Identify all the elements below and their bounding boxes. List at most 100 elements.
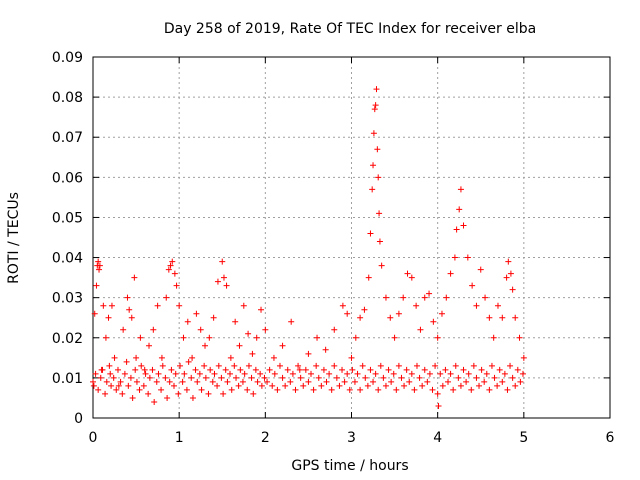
data-point-marker	[184, 318, 191, 325]
data-point-marker	[333, 374, 340, 381]
data-markers	[90, 86, 527, 409]
data-point-marker	[447, 270, 454, 277]
data-point-marker	[351, 378, 358, 385]
data-point-marker	[491, 374, 498, 381]
data-point-marker	[96, 266, 103, 273]
data-point-marker	[476, 382, 483, 389]
data-point-marker	[477, 266, 484, 273]
data-point-marker	[451, 254, 458, 261]
data-point-marker	[207, 366, 214, 373]
data-point-marker	[387, 314, 394, 321]
data-point-marker	[129, 394, 136, 401]
data-point-marker	[371, 106, 378, 113]
data-point-marker	[509, 374, 516, 381]
data-point-marker	[113, 386, 120, 393]
data-point-marker	[470, 362, 477, 369]
data-point-marker	[228, 386, 235, 393]
data-point-marker	[486, 386, 493, 393]
data-point-marker	[504, 386, 511, 393]
data-point-marker	[429, 386, 436, 393]
data-point-marker	[496, 366, 503, 373]
y-tick-label: 0.07	[52, 130, 83, 146]
data-point-marker	[258, 382, 265, 389]
data-point-marker	[150, 326, 157, 333]
data-point-marker	[261, 374, 268, 381]
data-point-marker	[279, 342, 286, 349]
y-tick-label: 0.06	[52, 170, 83, 186]
data-point-marker	[369, 186, 376, 193]
data-point-marker	[194, 378, 201, 385]
data-point-marker	[375, 174, 382, 181]
data-point-marker	[421, 366, 428, 373]
data-point-marker	[445, 378, 452, 385]
data-point-marker	[270, 354, 277, 361]
data-point-marker	[136, 386, 143, 393]
data-point-marker	[456, 206, 463, 213]
data-point-marker	[469, 282, 476, 289]
data-point-marker	[99, 366, 106, 373]
data-point-marker	[481, 378, 488, 385]
data-point-marker	[211, 370, 218, 377]
data-point-marker	[284, 366, 291, 373]
data-point-marker	[503, 274, 510, 281]
data-point-marker	[165, 266, 172, 273]
data-point-marker	[289, 370, 296, 377]
data-point-marker	[206, 334, 213, 341]
data-point-marker	[214, 278, 221, 285]
data-point-marker	[279, 374, 286, 381]
data-point-marker	[90, 382, 97, 389]
data-point-marker	[367, 230, 374, 237]
data-point-marker	[421, 294, 428, 301]
data-point-marker	[297, 374, 304, 381]
data-point-marker	[438, 310, 445, 317]
data-point-marker	[442, 366, 449, 373]
data-point-marker	[146, 374, 153, 381]
data-point-marker	[457, 382, 464, 389]
data-point-marker	[313, 362, 320, 369]
data-point-marker	[318, 382, 325, 389]
data-point-marker	[175, 390, 182, 397]
data-point-marker	[121, 370, 128, 377]
x-tick-label: 5	[519, 430, 528, 446]
data-point-marker	[331, 326, 338, 333]
data-point-marker	[443, 294, 450, 301]
data-point-marker	[119, 390, 126, 397]
data-point-marker	[432, 362, 439, 369]
data-point-marker	[501, 370, 508, 377]
data-point-marker	[110, 374, 117, 381]
data-point-marker	[218, 374, 225, 381]
data-point-marker	[395, 362, 402, 369]
data-point-marker	[219, 258, 226, 265]
data-point-marker	[406, 378, 413, 385]
data-point-marker	[452, 362, 459, 369]
data-point-marker	[326, 370, 333, 377]
data-point-marker	[300, 382, 307, 389]
data-point-marker	[172, 370, 179, 377]
chart-title: Day 258 of 2019, Rate Of TEC Index for r…	[164, 21, 536, 37]
data-point-marker	[348, 354, 355, 361]
data-point-marker	[108, 302, 115, 309]
data-point-marker	[413, 302, 420, 309]
data-point-marker	[146, 342, 153, 349]
y-axis-label: ROTI / TECUs	[6, 192, 22, 284]
data-point-marker	[93, 282, 100, 289]
data-point-marker	[137, 334, 144, 341]
data-point-marker	[398, 374, 405, 381]
data-point-marker	[310, 386, 317, 393]
data-point-marker	[257, 370, 264, 377]
data-point-marker	[393, 386, 400, 393]
data-point-marker	[163, 294, 170, 301]
data-point-marker	[202, 374, 209, 381]
data-point-marker	[494, 302, 501, 309]
data-point-marker	[453, 226, 460, 233]
data-point-marker	[488, 362, 495, 369]
data-point-marker	[314, 334, 321, 341]
y-tick-label: 0.09	[52, 50, 83, 66]
data-point-marker	[320, 366, 327, 373]
data-point-marker	[507, 270, 514, 277]
data-point-marker	[185, 358, 192, 365]
data-point-marker	[378, 262, 385, 269]
data-point-marker	[145, 390, 152, 397]
data-point-marker	[133, 354, 140, 361]
data-point-marker	[359, 362, 366, 369]
